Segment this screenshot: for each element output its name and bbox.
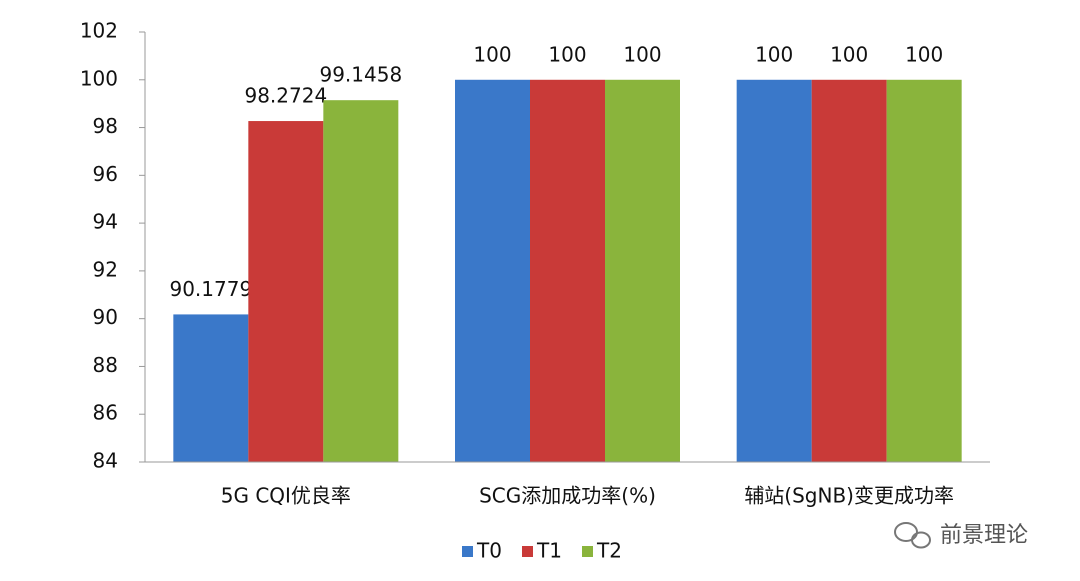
bar [173, 314, 249, 462]
bar [323, 100, 399, 463]
x-tick-label: 5G CQI优良率 [221, 484, 351, 508]
y-tick-label: 100 [80, 66, 118, 90]
x-tick-label: SCG添加成功率(%) [479, 484, 656, 508]
value-label: 99.1458 [319, 63, 402, 87]
y-tick-label: 90 [93, 305, 118, 329]
bar [736, 79, 812, 463]
bar [605, 79, 680, 463]
bar [530, 79, 605, 463]
bar [455, 79, 530, 463]
y-tick-label: 102 [80, 19, 118, 43]
y-tick-label: 86 [93, 401, 118, 425]
value-label: 100 [905, 42, 943, 66]
value-label: 98.2724 [244, 84, 327, 108]
value-label: 90.1779 [169, 277, 252, 301]
y-tick-label: 94 [93, 210, 118, 234]
legend-swatch [462, 546, 473, 557]
bar [886, 79, 962, 463]
legend-swatch [522, 546, 533, 557]
legend-label: T0 [476, 539, 502, 563]
y-tick-label: 92 [93, 257, 118, 281]
y-tick-label: 88 [93, 353, 118, 377]
y-tick-label: 96 [93, 162, 118, 186]
legend-swatch [582, 546, 593, 557]
legend-label: T1 [536, 539, 562, 563]
value-label: 100 [473, 42, 511, 66]
watermark-icon [894, 522, 931, 549]
x-tick-label: 辅站(SgNB)变更成功率 [744, 484, 954, 508]
value-label: 100 [623, 42, 661, 66]
watermark: 前景理论 [940, 523, 1028, 548]
value-label: 100 [830, 42, 868, 66]
value-label: 100 [548, 42, 586, 66]
legend-label: T2 [596, 539, 622, 563]
bar [248, 121, 324, 463]
y-tick-label: 84 [93, 449, 118, 473]
bar [811, 79, 887, 463]
value-label: 100 [755, 42, 793, 66]
y-tick-label: 98 [93, 114, 118, 138]
